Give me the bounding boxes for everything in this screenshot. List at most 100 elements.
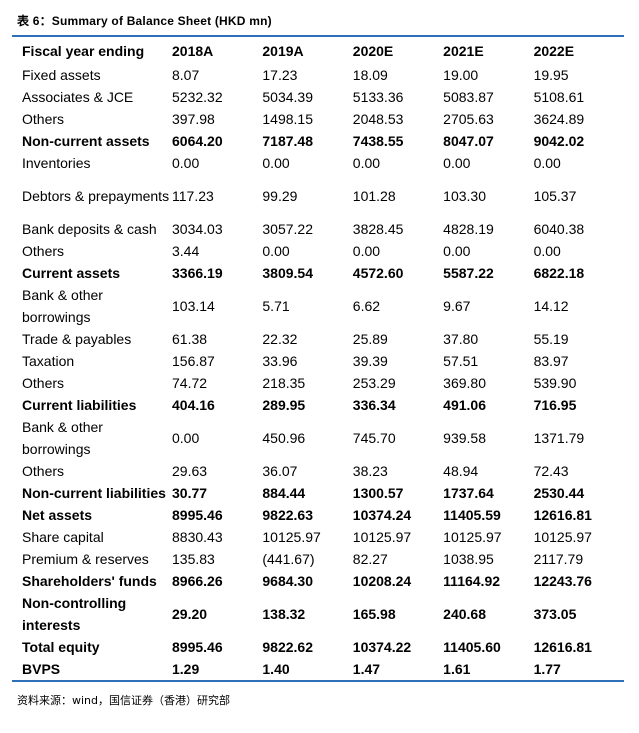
row-label: Others [22,111,65,127]
value-cell: 8966.26 [172,573,223,589]
value-cell: 0.00 [172,430,200,446]
row-label: Others [22,463,65,479]
table-row: Total equity 8995.46 9822.62 10374.22 11405.… [12,636,624,658]
value-cell: 19.95 [533,67,569,83]
value-cell: 404.16 [172,397,215,413]
header-cell: 2020E [352,42,394,59]
value-cell: 19.00 [443,67,479,83]
value-cell: 716.95 [533,397,577,413]
table-row: Associates & JCE 5232.32 5034.39 5133.36 508… [12,86,624,108]
table-row: Share capital 8830.43 10125.97 10125.97 1012… [12,526,624,548]
value-cell: 36.07 [262,463,298,479]
row-label: Taxation [22,353,75,369]
value-cell: 10125.97 [443,529,502,545]
value-cell: 105.37 [533,188,577,204]
value-cell: 2530.44 [533,485,585,501]
value-cell: 9042.02 [533,133,585,149]
table-body: Fixed assets 8.07 17.23 18.09 19.00 19.95 Asso… [12,64,624,680]
row-label: Share capital [22,529,104,545]
table-caption: 表 6：Summary of Balance Sheet (HKD mn) [17,14,272,28]
value-cell: 1.61 [443,661,471,677]
value-cell: 3624.89 [533,111,585,127]
row-label: Total equity [22,639,100,655]
value-cell: 10125.97 [533,529,592,545]
value-cell: 33.96 [262,353,298,369]
value-cell: 12616.81 [533,639,592,655]
value-cell: 82.27 [352,551,388,567]
balance-sheet-table: Fiscal year ending 2018A 2019A 2020E 202… [12,37,624,680]
row-label: Current assets [22,265,121,281]
table-row: Current liabilities 404.16 289.95 336.34 491… [12,394,624,416]
value-cell: 48.94 [443,463,479,479]
value-cell: 3366.19 [172,265,223,281]
value-cell: 29.63 [172,463,208,479]
value-cell: 289.95 [262,397,306,413]
value-cell: 369.80 [443,375,486,391]
value-cell: 5232.32 [172,89,223,105]
table-row: BVPS 1.29 1.40 1.47 1.61 1.77 [12,658,624,680]
value-cell: 57.51 [443,353,479,369]
value-cell: 55.19 [533,331,569,347]
value-cell: 138.32 [262,606,306,622]
row-label: Non-controlling interests [22,595,127,633]
value-cell: 3809.54 [262,265,313,281]
value-cell: 8995.46 [172,507,223,523]
value-cell: 25.89 [352,331,388,347]
table-row: Others 3.44 0.00 0.00 0.00 0.00 [12,240,624,262]
value-cell: 0.00 [352,243,381,259]
value-cell: 135.83 [172,551,215,567]
header-cell: 2021E [443,42,484,59]
value-cell: 11164.92 [443,573,501,589]
header-row: Fiscal year ending 2018A 2019A 2020E 202… [12,37,624,64]
row-label: Others [22,375,65,391]
value-cell: 1737.64 [443,485,494,501]
value-cell: 7438.55 [352,133,404,149]
value-cell: 9822.63 [262,507,313,523]
value-cell: 74.72 [172,375,208,391]
value-cell: 10125.97 [262,529,321,545]
value-cell: 1300.57 [352,485,404,501]
value-cell: 218.35 [262,375,306,391]
value-cell: 5108.61 [533,89,585,105]
value-cell: 103.14 [172,298,215,314]
row-label: Trade & payables [22,331,132,347]
row-label: Inventories [22,155,91,171]
value-cell: 2705.63 [443,111,494,127]
value-cell: 7187.48 [262,133,313,149]
value-cell: 939.58 [443,430,486,446]
value-cell: 1.40 [262,661,290,677]
value-cell: 4572.60 [352,265,404,281]
value-cell: 253.29 [352,375,396,391]
row-label: Current liabilities [22,397,137,413]
value-cell: 11405.60 [443,639,501,655]
table-row: Debtors & prepayments 117.23 99.29 101.28 10… [12,174,624,218]
value-cell: 83.97 [533,353,569,369]
table-row: Inventories 0.00 0.00 0.00 0.00 0.00 [12,152,624,174]
value-cell: 1498.15 [262,111,313,127]
value-cell: 156.87 [172,353,215,369]
table-row: Taxation 156.87 33.96 39.39 57.51 83.97 [12,350,624,372]
value-cell: 72.43 [533,463,569,479]
table-row: Others 397.98 1498.15 2048.53 2705.63 3624.89 [12,108,624,130]
value-cell: 8.07 [172,67,200,83]
row-label: Debtors & prepayments [22,188,170,204]
header-cell: 2018A [172,42,214,59]
value-cell: (441.67) [262,551,315,567]
value-cell: 117.23 [172,188,214,204]
value-cell: 12243.76 [533,573,592,589]
value-cell: 0.00 [172,155,200,171]
value-cell: 397.98 [172,111,215,127]
value-cell: 3.44 [172,243,200,259]
value-cell: 10374.22 [352,639,412,655]
source-note: 资料来源：wind，国信证券（香港）研究部 [17,694,231,707]
value-cell: 18.09 [352,67,388,83]
value-cell: 884.44 [262,485,306,501]
row-label: BVPS [22,661,61,677]
row-label: Non-current assets [22,133,150,149]
value-cell: 6064.20 [172,133,223,149]
value-cell: 2117.79 [533,551,584,567]
value-cell: 17.23 [262,67,298,83]
value-cell: 336.34 [352,397,396,413]
value-cell: 10125.97 [352,529,412,545]
table-row: Fixed assets 8.07 17.23 18.09 19.00 19.95 [12,64,624,86]
